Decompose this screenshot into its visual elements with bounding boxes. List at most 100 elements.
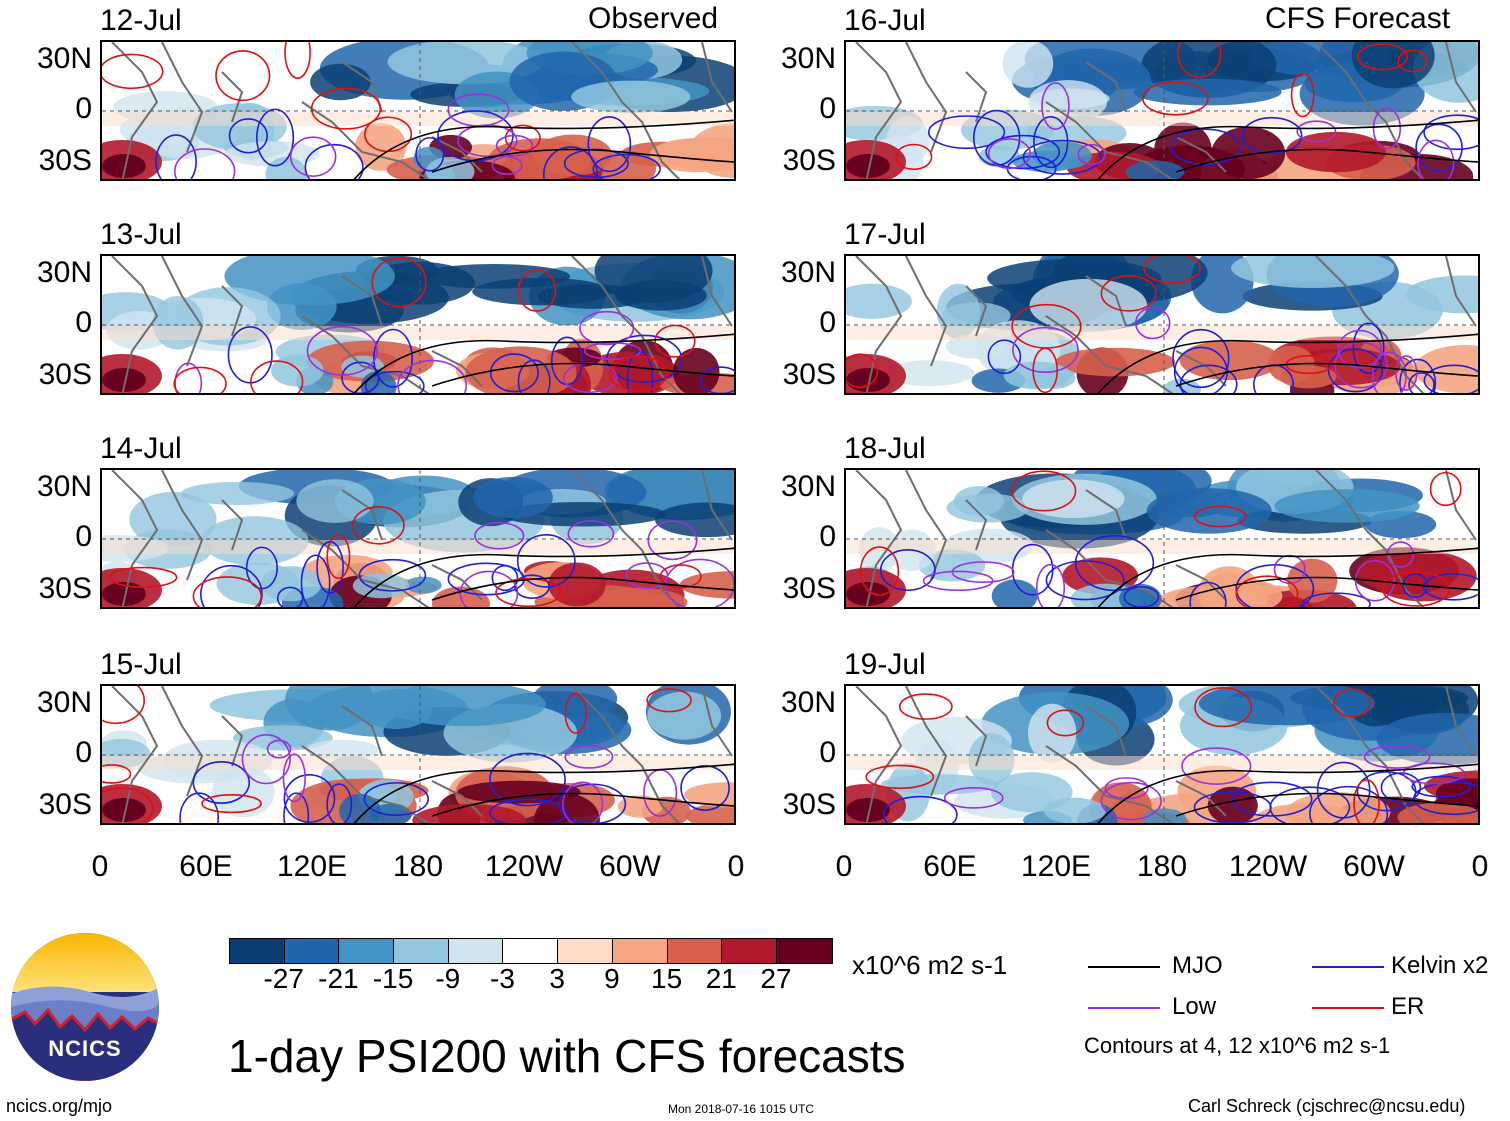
panel-date-17-Jul: 17-Jul — [844, 218, 926, 251]
x-label: 0 — [1471, 850, 1489, 883]
observed-label: Observed — [588, 2, 719, 35]
y-label: 30N — [36, 256, 92, 289]
legend-line-low — [1088, 1007, 1160, 1009]
y-label: 0 — [819, 736, 836, 769]
logo-text: NCICS — [48, 1036, 122, 1061]
colorbar-swatch — [776, 939, 832, 963]
map-field — [846, 42, 1478, 179]
y-label: 30S — [38, 144, 92, 177]
x-label: 120W — [484, 850, 564, 883]
colorbar-tick-label: -15 — [372, 963, 414, 994]
colorbar-tick-label: -3 — [490, 963, 515, 994]
y-label: 30S — [38, 358, 92, 391]
y-label: 0 — [819, 520, 836, 553]
map-field — [102, 470, 734, 607]
map-field — [846, 256, 1478, 393]
colorbar-tick-label: 21 — [705, 963, 737, 994]
y-label: 30S — [38, 788, 92, 821]
x-label: 0 — [835, 850, 853, 883]
panel-date-19-Jul: 19-Jul — [844, 648, 926, 681]
y-label: 30S — [782, 144, 836, 177]
chart-title: 1-day PSI200 with CFS forecasts — [228, 1030, 906, 1082]
y-label: 0 — [819, 92, 836, 125]
colorbar-swatch — [612, 939, 668, 963]
ncics-logo: NCICS — [10, 932, 160, 1082]
x-label: 60E — [923, 850, 977, 883]
colorbar-tick-label: 9 — [604, 963, 620, 994]
map-panel-17-Jul — [844, 254, 1480, 395]
legend-label-mjo: MJO — [1172, 952, 1223, 979]
footer-author: Carl Schreck (cjschrec@ncsu.edu) — [1188, 1096, 1466, 1116]
panel-date-12-Jul: 12-Jul — [100, 4, 182, 37]
colorbar-swatch — [558, 939, 613, 963]
map-panel-14-Jul — [100, 468, 736, 609]
colorbar-swatch — [394, 939, 449, 963]
colorbar — [229, 938, 833, 964]
x-label: 60W — [1343, 850, 1405, 883]
panel-date-13-Jul: 13-Jul — [100, 218, 182, 251]
colorbar-swatch — [503, 939, 559, 963]
panel-date-18-Jul: 18-Jul — [844, 432, 926, 465]
x-label: 0 — [727, 850, 745, 883]
y-label: 30N — [780, 256, 836, 289]
colorbar-swatch — [448, 939, 504, 963]
colorbar-tick-label: 15 — [651, 963, 683, 994]
x-label: 120E — [276, 850, 348, 883]
map-panel-12-Jul — [100, 40, 736, 181]
panel-date-14-Jul: 14-Jul — [100, 432, 182, 465]
colorbar-tick-label: -27 — [263, 963, 304, 994]
y-label: 30N — [36, 42, 92, 75]
y-label: 30N — [780, 42, 836, 75]
footer-url[interactable]: ncics.org/mjo — [6, 1096, 113, 1116]
y-label: 30N — [36, 686, 92, 719]
map-panel-19-Jul — [844, 684, 1480, 825]
y-label: 0 — [819, 306, 836, 339]
y-label: 30N — [780, 470, 836, 503]
map-panel-15-Jul — [100, 684, 736, 825]
x-label: 60W — [599, 850, 661, 883]
y-label: 0 — [75, 92, 92, 125]
y-label: 30N — [780, 686, 836, 719]
y-label: 30N — [36, 470, 92, 503]
colorbar-tick-label: 3 — [549, 963, 565, 994]
panel-date-16-Jul: 16-Jul — [844, 4, 926, 37]
x-label: 120E — [1020, 850, 1092, 883]
x-label: 180 — [392, 850, 444, 883]
colorbar-swatch — [230, 939, 285, 963]
x-label: 60E — [179, 850, 233, 883]
map-field — [102, 42, 734, 179]
panel-date-15-Jul: 15-Jul — [100, 648, 182, 681]
x-label: 180 — [1136, 850, 1188, 883]
contour-note: Contours at 4, 12 x10^6 m2 s-1 — [1084, 1033, 1391, 1058]
colorbar-tick-label: 27 — [760, 963, 792, 994]
legend-label-low: Low — [1172, 993, 1217, 1020]
y-label: 30S — [782, 358, 836, 391]
map-field — [102, 686, 734, 823]
map-field — [846, 686, 1478, 823]
y-label: 0 — [75, 736, 92, 769]
legend-line-mjo — [1088, 966, 1160, 968]
legend-line-kelvin — [1312, 966, 1384, 968]
y-label: 0 — [75, 306, 92, 339]
y-label: 30S — [782, 788, 836, 821]
map-panel-18-Jul — [844, 468, 1480, 609]
x-label: 0 — [91, 850, 109, 883]
map-field — [846, 470, 1478, 607]
x-label: 120W — [1228, 850, 1308, 883]
forecast-label: CFS Forecast — [1265, 2, 1451, 35]
y-label: 0 — [75, 520, 92, 553]
units-label: x10^6 m2 s-1 — [852, 950, 1008, 980]
colorbar-swatch — [722, 939, 777, 963]
colorbar-swatch — [667, 939, 723, 963]
legend-line-er — [1312, 1007, 1384, 1009]
legend-label-kelvin: Kelvin x2 — [1391, 952, 1489, 979]
map-panel-16-Jul — [844, 40, 1480, 181]
map-field — [102, 256, 734, 393]
map-panel-13-Jul — [100, 254, 736, 395]
legend-label-er: ER — [1391, 993, 1425, 1020]
y-label: 30S — [38, 572, 92, 605]
footer-timestamp: Mon 2018-07-16 1015 UTC — [668, 1102, 815, 1116]
colorbar-tick-label: -21 — [318, 963, 359, 994]
colorbar-swatch — [339, 939, 395, 963]
y-label: 30S — [782, 572, 836, 605]
